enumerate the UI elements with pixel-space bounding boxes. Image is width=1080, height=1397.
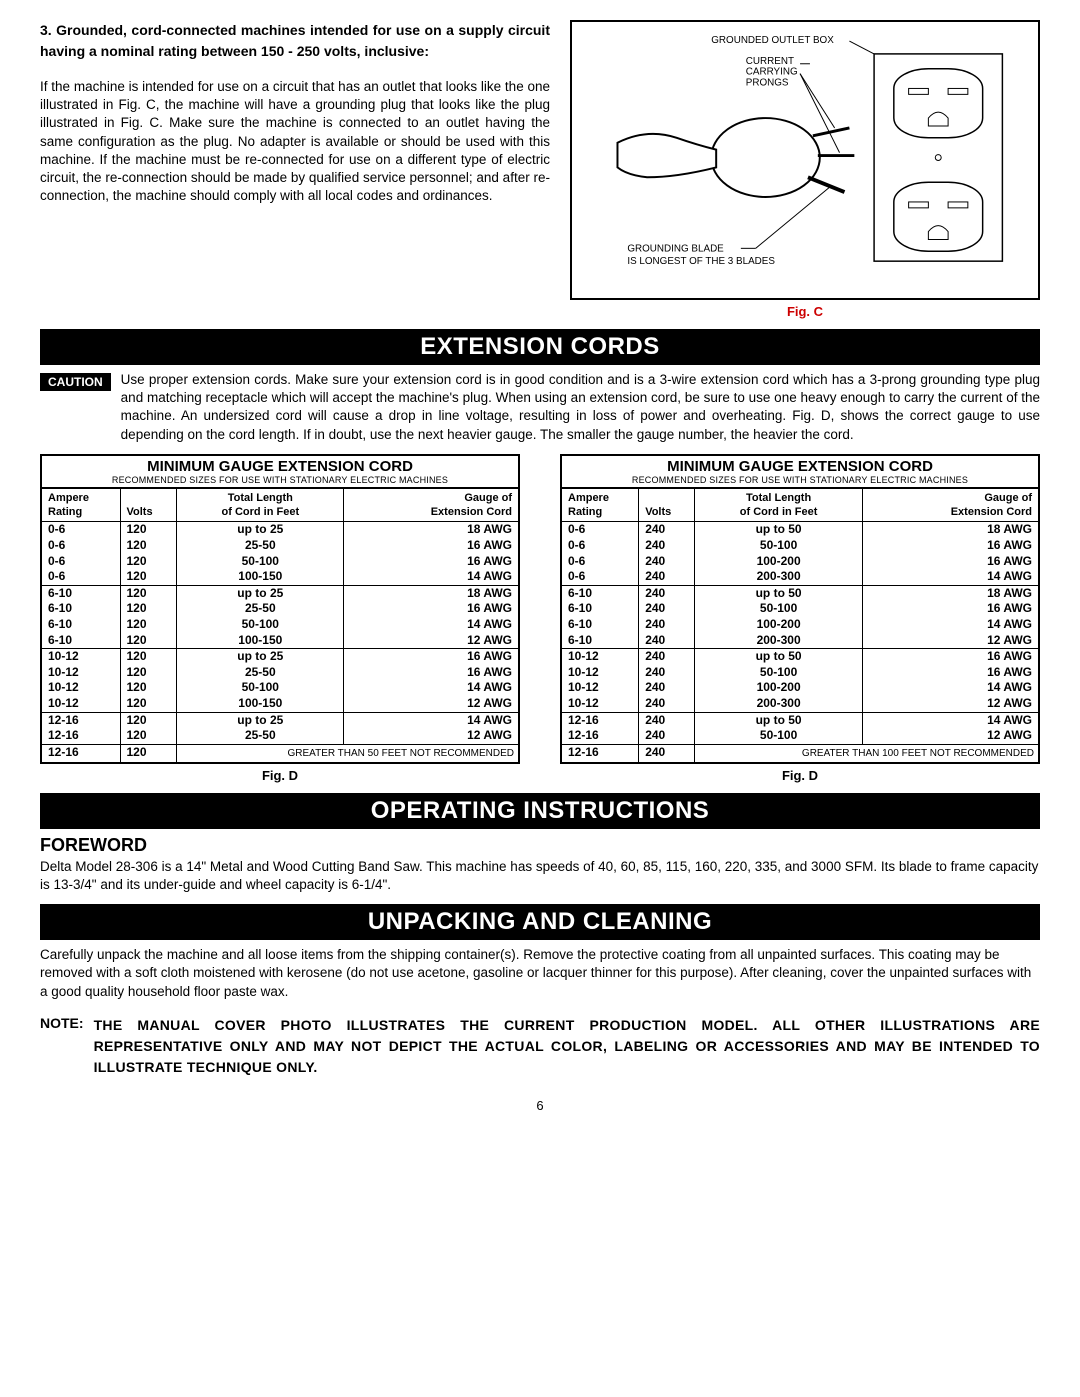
col-ampere: AmpereRating — [41, 488, 120, 522]
foreword-title: FOREWORD — [40, 835, 1040, 856]
table-row: 0-6120up to 2518 AWG — [41, 522, 519, 538]
table-row: 6-10240200-30012 AWG — [561, 633, 1039, 649]
table-row: 6-1012025-5016 AWG — [41, 601, 519, 617]
table-row: 6-10120100-15012 AWG — [41, 633, 519, 649]
section-3-body: If the machine is intended for use on a … — [40, 78, 550, 206]
gauge-tables-row: MINIMUM GAUGE EXTENSION CORD RECOMMENDED… — [40, 454, 1040, 783]
table-row: 12-1624050-10012 AWG — [561, 728, 1039, 744]
table-row: 10-1212025-5016 AWG — [41, 665, 519, 681]
caution-row: CAUTION Use proper extension cords. Make… — [40, 371, 1040, 444]
footer-ampere: 12-16 — [561, 744, 639, 763]
col-length: Total Lengthof Cord in Feet — [694, 488, 862, 522]
table-row: 0-6240up to 5018 AWG — [561, 522, 1039, 538]
footer-volts: 240 — [639, 744, 695, 763]
table-row: 0-6240100-20016 AWG — [561, 554, 1039, 570]
fig-c-outlet-label: GROUNDED OUTLET BOX — [711, 35, 834, 46]
unpacking-text: Carefully unpack the machine and all loo… — [40, 946, 1040, 1001]
table-row: 6-10240100-20014 AWG — [561, 617, 1039, 633]
col-length: Total Lengthof Cord in Feet — [177, 488, 344, 522]
section-3-text: 3. Grounded, cord-connected machines int… — [40, 20, 550, 319]
table-row: 10-1212050-10014 AWG — [41, 680, 519, 696]
fig-c-prongs-label-3: PRONGS — [746, 77, 789, 88]
footer-note: GREATER THAN 50 FEET NOT RECOMMENDED — [177, 744, 519, 763]
table-row: 0-6240200-30014 AWG — [561, 569, 1039, 585]
fig-d-caption-2: Fig. D — [560, 768, 1040, 783]
table-row: 10-12240200-30012 AWG — [561, 696, 1039, 712]
table-row: 6-1024050-10016 AWG — [561, 601, 1039, 617]
foreword-text: Delta Model 28-306 is a 14" Metal and Wo… — [40, 858, 1040, 894]
gauge-table-120-wrap: MINIMUM GAUGE EXTENSION CORD RECOMMENDED… — [40, 454, 520, 783]
table-row: 12-16120up to 2514 AWG — [41, 712, 519, 728]
table-row: 12-16240up to 5014 AWG — [561, 712, 1039, 728]
note-label: NOTE: — [40, 1015, 84, 1078]
table-row: 10-12120100-15012 AWG — [41, 696, 519, 712]
table-row: 0-624050-10016 AWG — [561, 538, 1039, 554]
table-title: MINIMUM GAUGE EXTENSION CORD — [147, 458, 413, 475]
col-gauge: Gauge ofExtension Cord — [344, 488, 519, 522]
col-ampere: AmpereRating — [561, 488, 639, 522]
table-row: 6-10240up to 5018 AWG — [561, 585, 1039, 601]
gauge-table-240-wrap: MINIMUM GAUGE EXTENSION CORD RECOMMENDED… — [560, 454, 1040, 783]
col-volts: Volts — [639, 488, 695, 522]
fig-c-box: GROUNDED OUTLET BOX CURRENT CARRYING PRO… — [570, 20, 1040, 300]
table-row: 10-1224050-10016 AWG — [561, 665, 1039, 681]
fig-c-prongs-label-2: CARRYING — [746, 67, 798, 78]
note-text: THE MANUAL COVER PHOTO ILLUSTRATES THE C… — [94, 1015, 1040, 1078]
operating-instructions-heading: OPERATING INSTRUCTIONS — [40, 793, 1040, 829]
fig-c-blade-label-2: IS LONGEST OF THE 3 BLADES — [627, 256, 775, 267]
table-row: 10-12120up to 2516 AWG — [41, 649, 519, 665]
gauge-table-240: MINIMUM GAUGE EXTENSION CORD RECOMMENDED… — [560, 454, 1040, 764]
table-row: 6-1012050-10014 AWG — [41, 617, 519, 633]
col-volts: Volts — [120, 488, 177, 522]
fig-c-container: GROUNDED OUTLET BOX CURRENT CARRYING PRO… — [570, 20, 1040, 319]
table-row: 0-6120100-15014 AWG — [41, 569, 519, 585]
table-row: 10-12240100-20014 AWG — [561, 680, 1039, 696]
col-gauge: Gauge ofExtension Cord — [863, 488, 1039, 522]
page-number: 6 — [40, 1098, 1040, 1113]
table-row: 6-10120up to 2518 AWG — [41, 585, 519, 601]
unpacking-heading: UNPACKING AND CLEANING — [40, 904, 1040, 940]
unpacking-note-row: NOTE: THE MANUAL COVER PHOTO ILLUSTRATES… — [40, 1015, 1040, 1078]
section-3-title: 3. Grounded, cord-connected machines int… — [40, 20, 550, 62]
caution-badge: CAUTION — [40, 373, 111, 391]
gauge-table-120: MINIMUM GAUGE EXTENSION CORD RECOMMENDED… — [40, 454, 520, 764]
fig-c-prongs-label-1: CURRENT — [746, 56, 794, 67]
table-subtitle: RECOMMENDED SIZES FOR USE WITH STATIONAR… — [42, 475, 518, 487]
extension-cords-heading: EXTENSION CORDS — [40, 329, 1040, 365]
table-row: 0-612050-10016 AWG — [41, 554, 519, 570]
table-row: 12-1612025-5012 AWG — [41, 728, 519, 744]
footer-note: GREATER THAN 100 FEET NOT RECOMMENDED — [694, 744, 1039, 763]
fig-c-blade-label-1: GROUNDING BLADE — [627, 243, 724, 254]
table-subtitle: RECOMMENDED SIZES FOR USE WITH STATIONAR… — [562, 475, 1038, 487]
fig-d-caption-1: Fig. D — [40, 768, 520, 783]
section-3-and-fig-c: 3. Grounded, cord-connected machines int… — [40, 20, 1040, 319]
table-row: 10-12240up to 5016 AWG — [561, 649, 1039, 665]
caution-text: Use proper extension cords. Make sure yo… — [121, 371, 1040, 444]
footer-ampere: 12-16 — [41, 744, 120, 763]
footer-volts: 120 — [120, 744, 177, 763]
fig-c-illustration: GROUNDED OUTLET BOX CURRENT CARRYING PRO… — [578, 28, 1032, 292]
table-title: MINIMUM GAUGE EXTENSION CORD — [667, 458, 933, 475]
fig-c-caption: Fig. C — [570, 304, 1040, 319]
table-row: 0-612025-5016 AWG — [41, 538, 519, 554]
